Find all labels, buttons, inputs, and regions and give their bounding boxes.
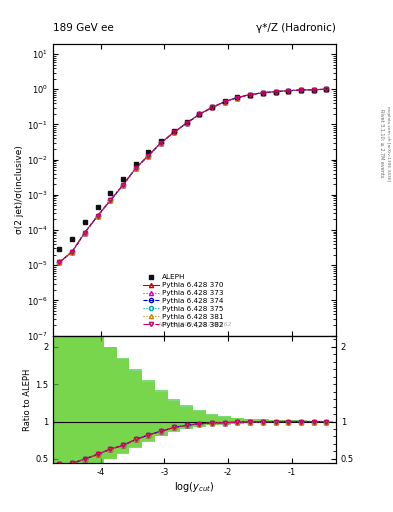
Text: Rivet 3.1.10; ≥ 2.7M events: Rivet 3.1.10; ≥ 2.7M events [380, 109, 384, 178]
X-axis label: log($y_{cut}$): log($y_{cut}$) [174, 480, 215, 494]
Y-axis label: Ratio to ALEPH: Ratio to ALEPH [23, 368, 32, 431]
Y-axis label: σ(2 jet)/σ(inclusive): σ(2 jet)/σ(inclusive) [15, 145, 24, 234]
Text: γ*/Z (Hadronic): γ*/Z (Hadronic) [256, 23, 336, 33]
Legend: ALEPH, Pythia 6.428 370, Pythia 6.428 373, Pythia 6.428 374, Pythia 6.428 375, P: ALEPH, Pythia 6.428 370, Pythia 6.428 37… [142, 273, 225, 329]
Text: 189 GeV ee: 189 GeV ee [53, 23, 114, 33]
Text: ALEPH_2004_S5765862: ALEPH_2004_S5765862 [157, 321, 232, 327]
Text: mcplots.cern.ch [arXiv:1306.3436]: mcplots.cern.ch [arXiv:1306.3436] [386, 106, 390, 181]
